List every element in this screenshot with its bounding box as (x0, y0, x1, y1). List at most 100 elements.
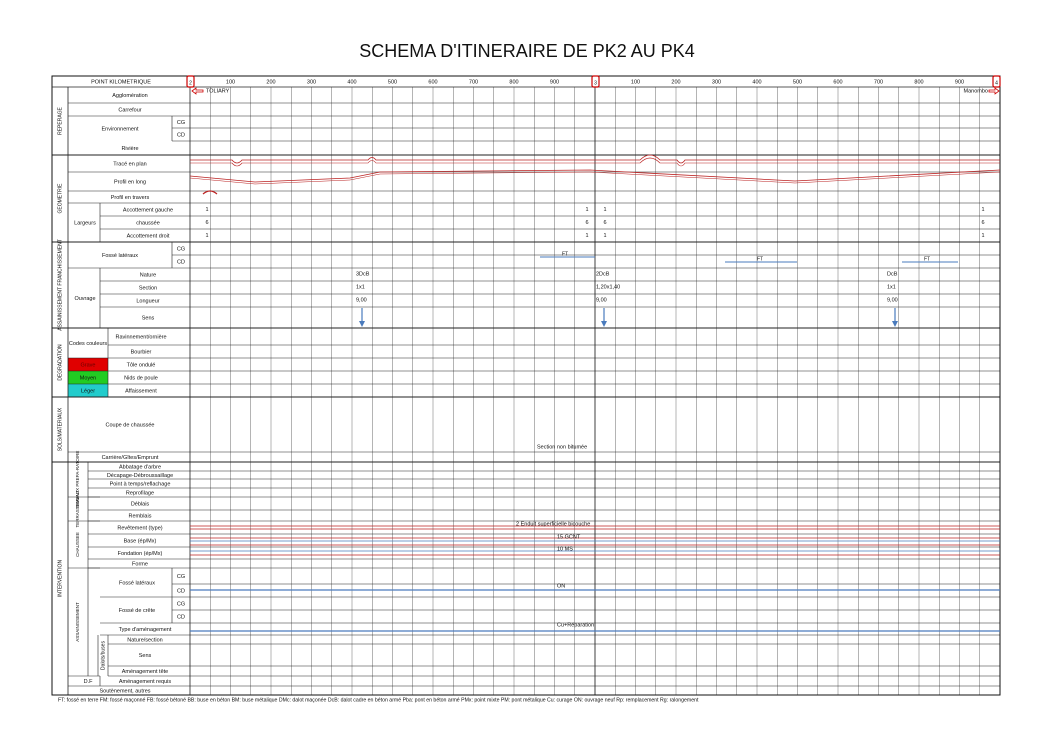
width-value: 1 (205, 207, 208, 213)
side-label: CG (177, 120, 185, 126)
side-label: CD (177, 588, 185, 594)
row-label: Longueur (136, 298, 159, 304)
row-label: Déblais (131, 501, 150, 507)
row-label: Nature (140, 272, 157, 278)
row-label: Type d'aménagement (119, 627, 172, 633)
note: Cu+Réparation (557, 622, 594, 628)
group-label: Fossé latéraux (119, 580, 155, 586)
row-label: Nature/section (127, 637, 162, 643)
group-label: D.F (84, 679, 94, 685)
profil-en-long (189, 169, 1001, 183)
width-value: 1 (585, 207, 588, 213)
pk-label: 2 (189, 80, 192, 86)
row-label: Profil en travers (111, 195, 150, 201)
pk-tick: 600 (833, 79, 842, 85)
subsection-label: TRAVAUX PREPA-RATOIRE (75, 451, 80, 509)
header-label: POINT KILOMETRIQUE (91, 79, 151, 85)
section-label: DEGRADATION (57, 344, 63, 381)
width-value: 1 (603, 233, 606, 239)
row-label: Affaissement (125, 388, 157, 394)
note: ON (557, 583, 565, 589)
pk-marker (186, 75, 195, 88)
ouvrage-value: 9,00 (596, 297, 607, 303)
ouvrage-value: DcB (887, 271, 898, 277)
row-label: Section (139, 285, 157, 291)
row-label: Sens (139, 653, 152, 659)
note: 2 Enduit superficielle bicouche (516, 521, 590, 527)
side-label: CD (177, 259, 185, 265)
width-value: 1 (981, 233, 984, 239)
pk-tick: 700 (469, 79, 478, 85)
group-label: Fossé latéraux (102, 253, 138, 259)
pk-tick: 800 (509, 79, 518, 85)
row-label: Accottement droit (127, 233, 170, 239)
row-label: Carrière/Gîtes/Emprunt (102, 455, 159, 461)
pk-tick: 800 (914, 79, 923, 85)
group-label: Ouvrage (74, 296, 95, 302)
width-value: 1 (585, 233, 588, 239)
row-label: Base (ép/Mx) (124, 538, 157, 544)
pk-label: 4 (995, 80, 998, 86)
row-label: Tôle ondulé (127, 362, 156, 368)
width-value: 6 (585, 220, 588, 226)
row-label: Abbatage d'arbre (119, 464, 161, 470)
fosse-label: FT (757, 256, 763, 262)
ouvrage-value: 1x1 (356, 284, 365, 290)
side-label: CD (177, 614, 185, 620)
row-label: Rivière (121, 146, 138, 152)
pk-tick: 900 (550, 79, 559, 85)
pk-tick: 900 (955, 79, 964, 85)
width-value: 1 (603, 207, 606, 213)
note: 15 GCNT (557, 534, 581, 540)
ouvrage-value: 9,00 (887, 297, 898, 303)
section-label: GEOMETRIE (57, 183, 63, 214)
group-label: Largeurs (74, 220, 96, 226)
pk-tick: 500 (793, 79, 802, 85)
subsection-label: ASSAINISSEMENT (75, 602, 80, 642)
row-label: Carrefour (118, 107, 141, 113)
trace-en-plan (190, 157, 1000, 167)
start-label: TOLIARY (206, 88, 230, 94)
ouvrage-value: 9,00 (356, 297, 367, 303)
row-label: Ravinnement/ornière (115, 334, 166, 340)
row-label: Fondation (ép/Mx) (118, 551, 163, 557)
subsection-label: CHAUSSEE (75, 532, 80, 557)
ouvrage-value: 3DcB (356, 271, 370, 277)
side-label: CD (177, 132, 185, 138)
pk-marker (992, 75, 1001, 88)
width-value: 6 (981, 220, 984, 226)
start-arrow (191, 87, 204, 95)
row-label: Revêtement (type) (117, 525, 162, 531)
severity-cell (68, 371, 108, 384)
severity-cell (68, 358, 108, 371)
page-title: SCHEMA D'ITINERAIRE DE PK2 AU PK4 (359, 41, 695, 61)
width-value: 1 (981, 207, 984, 213)
row-label: Aménagement requis (119, 679, 172, 685)
subsection-label: Dalots/buses (100, 641, 106, 670)
group-label: Fossé de crête (119, 608, 155, 614)
footnote: FT: fossé en terre FM: fossé maçonné FB:… (58, 697, 699, 703)
pk-tick: 600 (428, 79, 437, 85)
pk-tick: 400 (347, 79, 356, 85)
profil-en-long (189, 171, 1001, 185)
note: Section non bitumée (537, 444, 587, 450)
fosse-label: FT (924, 256, 930, 262)
side-label: CG (177, 246, 185, 252)
section-label: ASSAINISSEMENT FRANCHISSEMENT (57, 239, 63, 331)
pk-tick: 100 (631, 79, 640, 85)
row-label: Décapage-Débroussaillage (107, 473, 173, 479)
row-label: Soutènement, autres (99, 688, 150, 694)
ouvrage-value: 1x1 (887, 284, 896, 290)
width-value: 6 (205, 220, 208, 226)
end-label: Manombo (964, 88, 988, 94)
row-label: Remblais (129, 513, 152, 519)
row-label: Profil en long (114, 179, 146, 185)
section-label: REPERAGE (57, 106, 63, 134)
pk-tick: 400 (752, 79, 761, 85)
row-label: Tracé en plan (113, 161, 146, 167)
flow-arrowhead (601, 321, 607, 327)
pk-marker (591, 75, 600, 88)
width-value: 6 (603, 220, 606, 226)
side-label: CG (177, 574, 185, 580)
